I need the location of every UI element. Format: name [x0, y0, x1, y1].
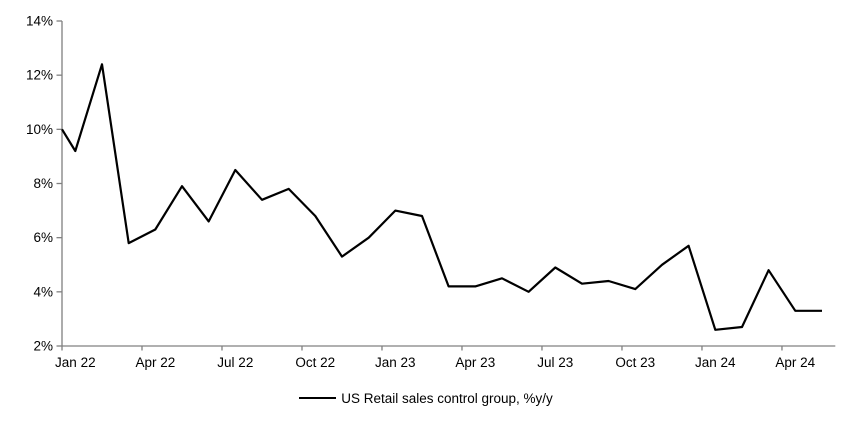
x-axis-tick-label: Jul 23 — [537, 355, 573, 370]
x-axis-tick-label: Oct 23 — [615, 355, 655, 370]
data-series-line — [61, 63, 822, 331]
x-axis-tick-label: Jan 23 — [375, 355, 416, 370]
retail-sales-series-path — [61, 63, 822, 331]
x-axis-tick-label: Apr 22 — [135, 355, 175, 370]
x-axis-tick-label: Jul 22 — [217, 355, 253, 370]
legend-series-label: US Retail sales control group, %y/y — [341, 390, 553, 406]
x-axis-tick-label: Apr 24 — [775, 355, 815, 370]
y-axis-tick-label: 12% — [26, 68, 53, 83]
legend: US Retail sales control group, %y/y — [0, 388, 852, 408]
x-axis-tick-label: Jan 22 — [55, 355, 96, 370]
y-axis-tick-label: 6% — [33, 230, 53, 245]
y-axis-tick-label: 14% — [26, 14, 53, 29]
x-axis-tick-label: Jan 24 — [695, 355, 736, 370]
y-axis-tick-label: 2% — [33, 339, 53, 354]
x-axis-tick-label: Apr 23 — [455, 355, 495, 370]
y-axis-tick-label: 10% — [26, 122, 53, 137]
axis-labels: 2% 4% 6% 8% 10% 12% 14% Jan 22 Apr 22 Jul 22 Oct 2… — [26, 14, 816, 371]
axes — [61, 21, 836, 347]
legend-line-swatch — [299, 397, 337, 399]
y-axis-tick-label: 8% — [33, 176, 53, 191]
y-axis-tick-label: 4% — [33, 284, 53, 299]
x-axis-tick-label: Oct 22 — [295, 355, 335, 370]
axis-ticks — [56, 20, 783, 351]
